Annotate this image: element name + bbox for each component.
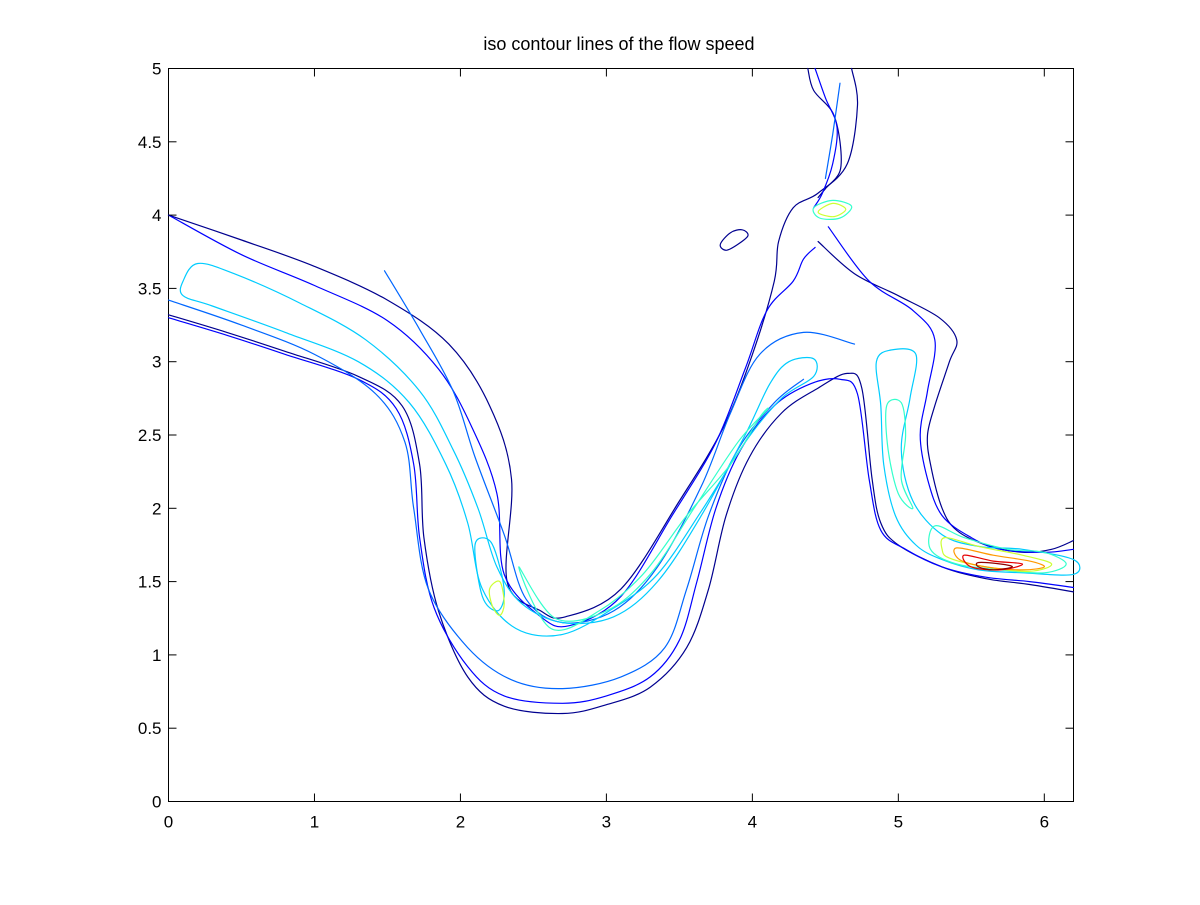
x-tick-label: 6 [1040, 813, 1049, 832]
contour-line-level-1 [167, 317, 1075, 704]
x-tick-label: 5 [894, 813, 903, 832]
contour-line-level-3 [875, 348, 1081, 576]
contour-line-level-3 [179, 262, 818, 637]
y-tick-label: 0 [152, 793, 161, 812]
y-tick-label: 1 [152, 646, 161, 665]
y-tick-label: 4 [152, 206, 161, 225]
contour-line-level-4 [928, 525, 1067, 574]
contour-line-level-2 [824, 82, 841, 180]
y-tick-label: 1.5 [138, 573, 162, 592]
contour-line-level-6 [953, 547, 1045, 571]
y-tick-label: 0.5 [138, 719, 162, 738]
axis-ticks: 0 1 2 3 4 5 6 0 0.5 1 1.5 2 2.5 3 3.5 4 4.5 5 [138, 60, 1074, 832]
contour-lines [167, 67, 1081, 715]
contour-line-level-0 [719, 229, 749, 251]
contour-line-level-1 [813, 67, 838, 209]
y-tick-label: 5 [152, 60, 161, 79]
contour-line-level-4 [885, 398, 914, 510]
contour-line-level-2 [167, 299, 805, 690]
contour-line-level-0 [167, 67, 859, 619]
x-tick-label: 4 [748, 813, 757, 832]
contour-line-level-0 [167, 314, 1075, 715]
contour-line-level-5 [488, 580, 505, 616]
x-tick-label: 3 [602, 813, 611, 832]
contour-line-level-4 [518, 407, 769, 631]
x-tick-label: 1 [310, 813, 319, 832]
contour-line-level-1 [167, 214, 816, 628]
contour-line-level-4 [812, 199, 853, 220]
y-tick-label: 3.5 [138, 279, 162, 298]
contour-line-level-1 [827, 226, 1075, 553]
y-tick-label: 2 [152, 499, 161, 518]
contour-line-level-5 [940, 536, 1053, 572]
plot-area [168, 68, 1074, 802]
chart-title: iso contour lines of the flow speed [483, 34, 754, 54]
contour-line-level-8 [975, 561, 1013, 571]
y-tick-label: 2.5 [138, 426, 162, 445]
y-tick-label: 3 [152, 353, 161, 372]
contour-line-level-5 [817, 202, 847, 218]
y-tick-label: 4.5 [138, 133, 162, 152]
contour-line-level-7 [962, 554, 1024, 571]
x-tick-label: 0 [164, 813, 173, 832]
x-tick-label: 2 [456, 813, 465, 832]
contour-line-level-0 [807, 67, 842, 199]
